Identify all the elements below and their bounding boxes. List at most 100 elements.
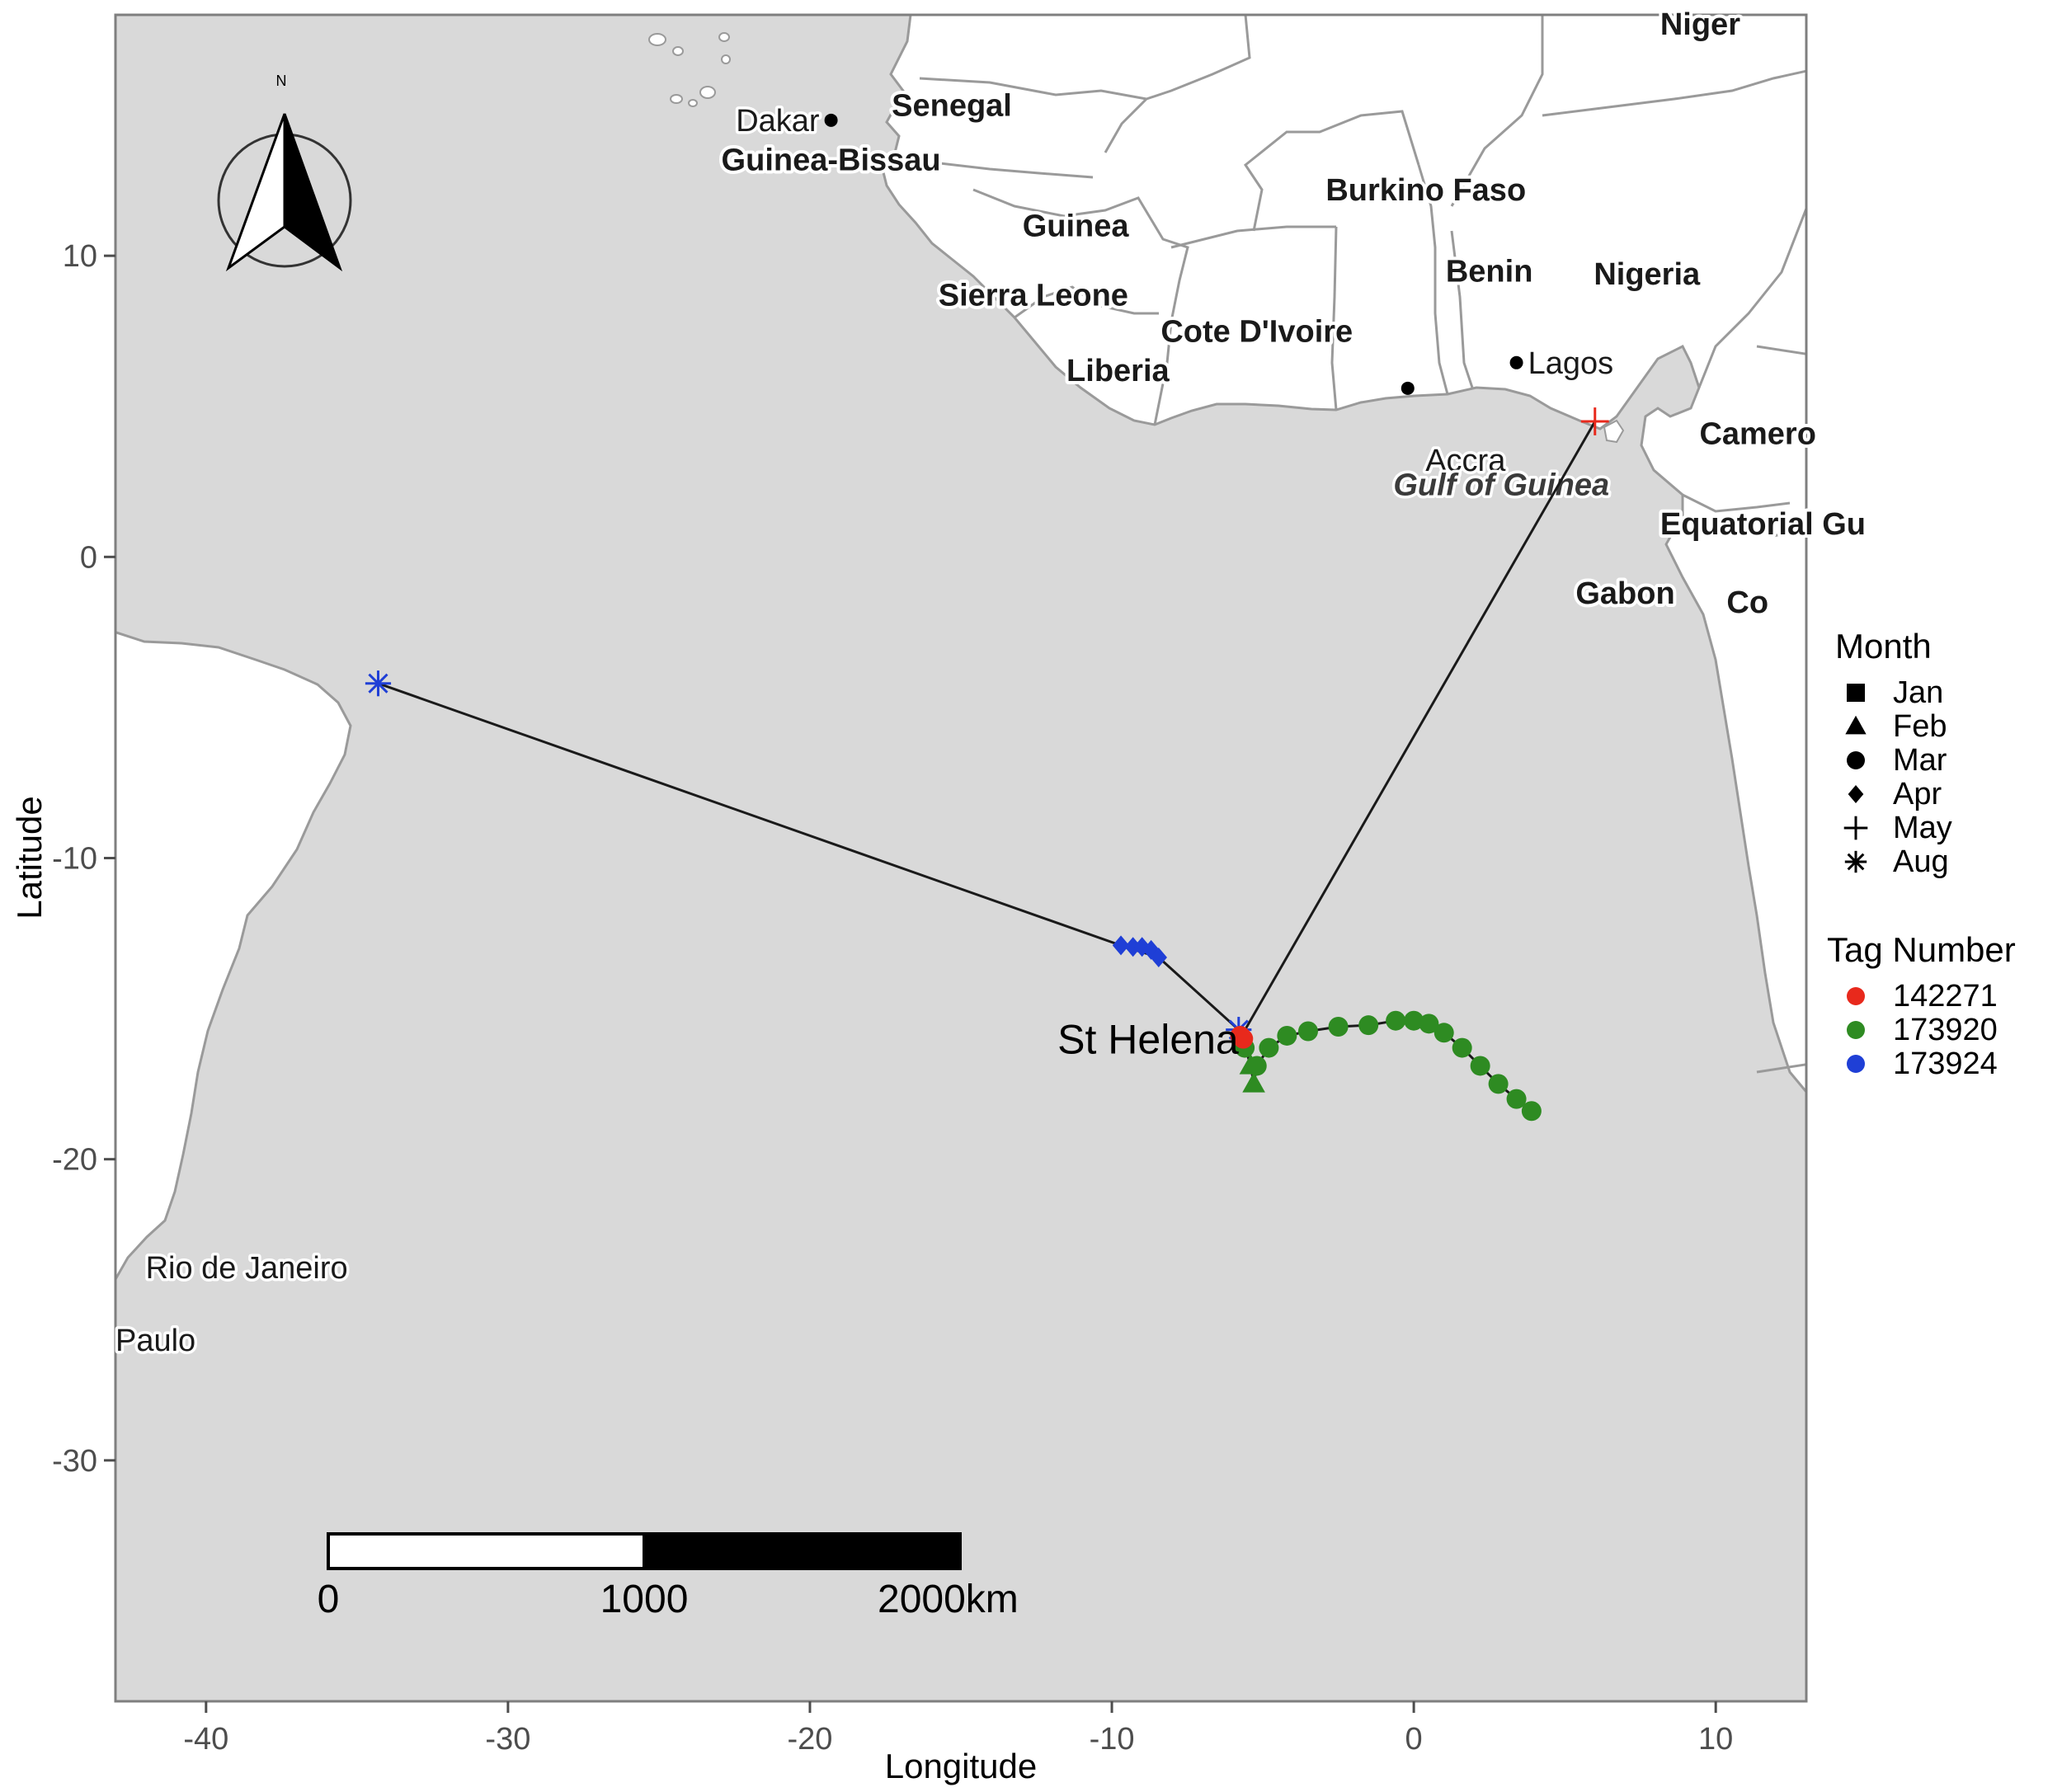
legend-key-aug (1844, 850, 1867, 873)
y-tick-label: -20 (52, 1143, 97, 1178)
point-173924-3 (1124, 937, 1142, 957)
y-tick-label: -10 (52, 842, 97, 877)
country-label-camero: Camero (1699, 417, 1816, 452)
point-173920-9 (1358, 1015, 1379, 1036)
legend-label-apr: Apr (1893, 777, 1942, 811)
y-axis-title: Latitude (10, 796, 49, 919)
point-173924-4 (1133, 937, 1151, 957)
x-axis-ticks: -40 -30 -20 -10 0 10 (183, 1701, 1733, 1757)
scale-label-0: 0 (318, 1578, 340, 1621)
legend-label-tag-173920: 173920 (1893, 1013, 1998, 1047)
country-label-senegal: Senegal (892, 89, 1012, 124)
north-arrow: N (217, 73, 352, 272)
x-tick-label: -30 (485, 1722, 530, 1757)
africa-landmass (881, 15, 1806, 1094)
legend-key-tag-173920 (1847, 1021, 1865, 1039)
legend-label-mar: Mar (1893, 743, 1947, 778)
point-173920-12 (1419, 1014, 1439, 1034)
country-label-liberia: Liberia (1066, 354, 1170, 388)
legend-key-apr (1848, 785, 1864, 803)
legend-key-mar (1847, 751, 1865, 769)
point-173920-5 (1259, 1037, 1279, 1058)
legend-key-may (1843, 816, 1868, 840)
city-label-dakar: Dakar (736, 104, 820, 139)
legend-label-jan: Jan (1893, 675, 1943, 710)
y-axis-ticks: 10 0 -10 -20 -30 (52, 239, 115, 1479)
x-tick-label: 10 (1698, 1722, 1733, 1757)
country-label-niger: Niger (1660, 7, 1740, 42)
scale-bar: 0 1000 2000km (318, 1532, 1019, 1621)
legend-title-month: Month (1835, 627, 1932, 666)
north-arrow-label: N (276, 73, 287, 89)
country-label-guinea: Guinea (1023, 209, 1130, 244)
legend-label-tag-142271: 142271 (1893, 979, 1998, 1014)
point-173920-11 (1404, 1010, 1424, 1031)
point-173920-16 (1488, 1074, 1509, 1094)
y-tick-label: 10 (63, 239, 97, 274)
scale-bar-white-segment (327, 1532, 646, 1570)
y-tick-label: -30 (52, 1444, 97, 1479)
point-173920-7 (1297, 1021, 1318, 1042)
point-142271-3 (1233, 1028, 1254, 1049)
gulf-of-guinea-label: Gulf of Guinea (1393, 468, 1609, 503)
legend-key-tag-173924 (1847, 1055, 1865, 1073)
city-label-accra: Accra (1425, 444, 1506, 478)
city-label-lagos: Lagos (1528, 346, 1614, 381)
x-tick-label: -40 (183, 1722, 228, 1757)
country-label-equatorial-gu: Equatorial Gu (1660, 507, 1866, 542)
point-173920-17 (1506, 1089, 1527, 1109)
country-label-burkino-faso: Burkino Faso (1325, 173, 1526, 208)
country-labels: Niger Senegal Guinea-Bissau Burkino Faso Gui… (718, 4, 1869, 623)
country-label-benin: Benin (1446, 254, 1533, 289)
city-label-paulo: Paulo (115, 1324, 195, 1358)
point-173920-13 (1434, 1023, 1454, 1043)
point-142271-4 (1580, 407, 1609, 435)
x-axis-title: Longitude (885, 1747, 1038, 1785)
y-tick-label: 0 (80, 540, 97, 575)
city-label-rio-de-janeiro: Rio de Janeiro (146, 1251, 348, 1286)
point-173920-8 (1328, 1017, 1349, 1037)
legend-key-jan (1847, 684, 1865, 702)
point-173920-15 (1470, 1056, 1490, 1076)
legend-label-feb: Feb (1893, 709, 1947, 744)
x-tick-label: -10 (1090, 1722, 1135, 1757)
country-label-nigeria: Nigeria (1594, 257, 1701, 292)
scale-label-1000: 1000 (600, 1578, 689, 1621)
country-label-cote-d-ivoire: Cote D'Ivoire (1160, 314, 1353, 349)
city-point-lagos (1509, 355, 1523, 369)
cape-verde-islands (648, 32, 731, 107)
point-173920-4 (1246, 1056, 1267, 1076)
country-label-guinea-bissau: Guinea-Bissau (722, 143, 941, 177)
legend-key-feb (1845, 715, 1867, 735)
point-173924-6 (1150, 948, 1167, 968)
point-173924-1 (365, 670, 392, 697)
point-173920-14 (1452, 1037, 1472, 1058)
legend-label-tag-173924: 173924 (1893, 1047, 1998, 1081)
city-labels: Dakar Lagos Accra Rio de Janeiro Paulo (113, 101, 1617, 1361)
point-173920-18 (1521, 1101, 1542, 1122)
track-line-2 (1240, 421, 1597, 1037)
point-173920-6 (1277, 1025, 1297, 1046)
north-arrow-right-half (283, 113, 343, 272)
x-tick-label: -20 (788, 1722, 833, 1757)
st-helena-label: St Helena (1057, 1017, 1239, 1063)
point-173924-2 (1112, 935, 1130, 956)
city-point-accra (1401, 381, 1415, 395)
country-label-gabon: Gabon (1575, 576, 1674, 611)
scale-bar-black-segment (643, 1532, 962, 1570)
country-borders (890, 15, 1806, 1074)
tracking-points (365, 407, 1609, 1122)
point-173920-10 (1386, 1010, 1406, 1031)
city-point-dakar (824, 113, 838, 127)
scale-label-2000km: 2000km (878, 1578, 1019, 1621)
bioko-island (1603, 419, 1625, 444)
x-tick-label: 0 (1405, 1722, 1423, 1757)
south-america-landmass (115, 631, 352, 1282)
legend-label-aug: Aug (1893, 844, 1949, 879)
point-173920-3 (1242, 1071, 1265, 1093)
country-label-co: Co (1726, 586, 1768, 620)
legend-label-may: May (1893, 811, 1952, 845)
legend-key-tag-142271 (1847, 987, 1865, 1005)
